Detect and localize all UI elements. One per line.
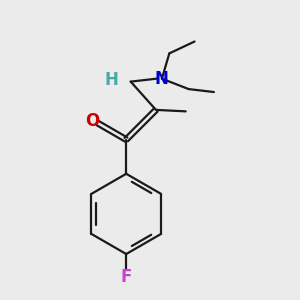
Text: N: N — [155, 70, 169, 88]
Text: F: F — [121, 268, 132, 286]
Text: H: H — [104, 71, 118, 89]
Text: O: O — [85, 112, 100, 130]
